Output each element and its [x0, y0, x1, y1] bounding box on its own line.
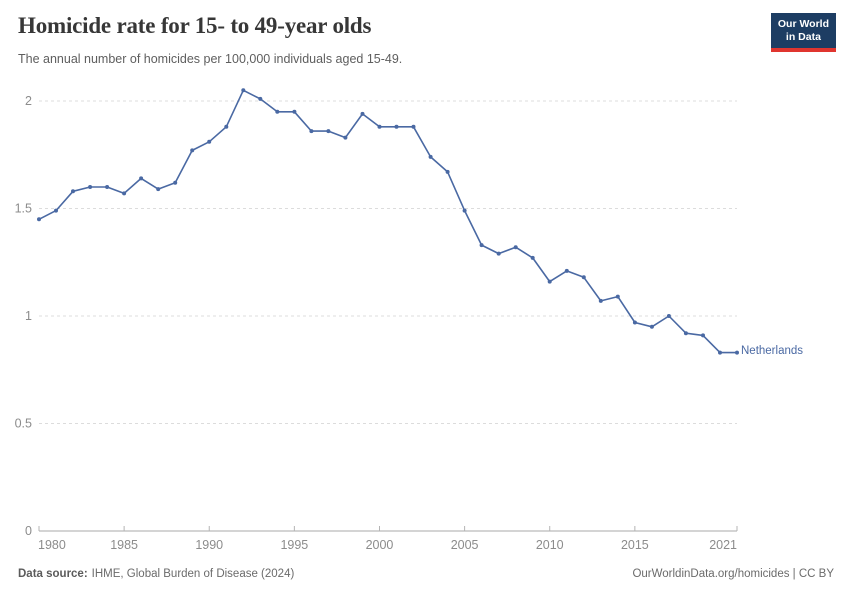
data-point	[326, 129, 331, 134]
x-tick-label: 1985	[110, 538, 138, 552]
data-source-value: IHME, Global Burden of Disease (2024)	[91, 568, 295, 580]
data-point	[462, 208, 467, 213]
data-point	[411, 124, 416, 129]
data-point	[343, 135, 348, 140]
data-point	[88, 185, 93, 189]
y-tick-label: 1.5	[15, 202, 32, 216]
data-point	[360, 111, 365, 116]
page-subtitle: The annual number of homicides per 100,0…	[18, 52, 403, 66]
x-tick-label: 1980	[38, 538, 66, 552]
data-point	[156, 187, 161, 192]
y-tick-label: 2	[25, 94, 32, 108]
data-point	[241, 88, 246, 93]
data-point	[496, 251, 501, 256]
data-point	[530, 255, 535, 260]
credit-link[interactable]: OurWorldinData.org/homicides | CC BY	[632, 568, 834, 580]
owid-logo-line2: in Data	[785, 31, 821, 44]
data-point	[377, 124, 382, 129]
data-point	[37, 217, 41, 222]
x-tick-label: 2005	[451, 538, 479, 552]
data-point	[649, 324, 654, 329]
x-tick-label: 1990	[195, 538, 223, 552]
series-end-label-netherlands[interactable]: Netherlands	[741, 345, 804, 357]
data-point	[428, 154, 433, 159]
data-point	[207, 139, 212, 144]
data-point	[122, 191, 127, 196]
data-source: Data source: IHME, Global Burden of Disea…	[18, 568, 294, 580]
x-tick-label: 2010	[536, 538, 564, 552]
data-point	[513, 245, 518, 250]
data-point	[581, 275, 586, 280]
data-point	[564, 268, 569, 273]
data-point	[479, 243, 484, 248]
data-point	[615, 294, 620, 299]
y-tick-label: 1	[25, 309, 32, 323]
data-point	[701, 333, 705, 338]
data-point	[632, 320, 637, 325]
data-point	[258, 96, 263, 101]
data-source-label: Data source:	[18, 568, 88, 580]
data-point	[275, 109, 280, 114]
data-point	[190, 148, 195, 153]
data-point	[224, 124, 229, 129]
data-point	[173, 180, 178, 185]
page-title: Homicide rate for 15- to 49-year olds	[18, 13, 372, 38]
x-tick-label: 2015	[621, 538, 649, 552]
data-point	[735, 350, 739, 355]
data-point	[71, 189, 75, 194]
data-point	[718, 350, 722, 355]
x-tick-label: 1995	[280, 538, 308, 552]
data-point	[666, 314, 671, 318]
owid-logo[interactable]: Our World in Data	[770, 13, 836, 53]
data-point	[547, 279, 552, 284]
data-point	[309, 129, 314, 134]
data-point	[683, 331, 688, 336]
data-point	[292, 109, 297, 114]
y-tick-label: 0	[25, 524, 32, 538]
owid-logo-line1: Our World	[777, 18, 829, 30]
footer: Data source: IHME, Global Burden of Disea…	[18, 568, 834, 580]
x-tick-label: 2000	[366, 538, 394, 552]
data-point	[139, 176, 144, 181]
data-point	[54, 208, 58, 213]
data-line-netherlands	[38, 89, 738, 354]
y-tick-label: 0.5	[15, 417, 32, 431]
data-point	[394, 124, 399, 129]
data-point	[105, 185, 110, 189]
x-tick-label: 2021	[709, 538, 737, 552]
data-point	[445, 169, 450, 174]
data-point	[598, 298, 603, 303]
